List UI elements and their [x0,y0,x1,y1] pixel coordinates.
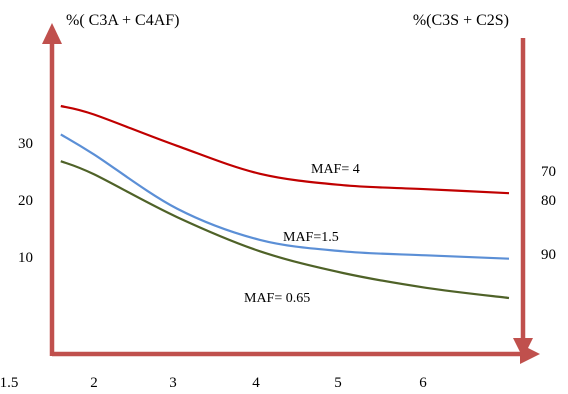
x-tick-label: 2 [90,375,98,391]
series-layer [60,104,510,300]
series-label: MAF=1.5 [283,230,339,245]
x-tick-label: 3 [169,375,177,391]
x-tick-label: 1.5 [0,375,18,391]
x-tick-label: 5 [334,375,342,391]
series-line-2 [60,133,510,260]
right-axis-title: %(C3S + C2S) [413,12,509,29]
series-line-3 [60,160,510,300]
x-tick-label: 4 [252,375,260,391]
series-labels: MAF= 4 MAF=1.5 MAF= 0.65 [244,162,360,306]
chart-axes [42,23,540,364]
series-label: MAF= 4 [311,162,360,177]
right-tick-labels: 70 80 90 [541,164,556,263]
left-tick-label: 30 [18,136,33,152]
left-tick-label: 20 [18,193,33,209]
right-tick-label: 70 [541,164,556,180]
left-axis-title: %( C3A + C4AF) [66,12,179,29]
series-label: MAF= 0.65 [244,291,310,306]
left-axis-arrowhead [42,23,62,44]
right-tick-label: 90 [541,247,556,263]
right-tick-label: 80 [541,193,556,209]
left-tick-label: 10 [18,250,33,266]
x-axis-arrowhead [520,344,540,364]
x-tick-label: 6 [419,375,427,391]
left-tick-labels: 30 20 10 [18,136,33,266]
x-tick-labels: 1.5 2 3 4 5 6 [0,375,427,391]
series-line-1 [60,104,510,195]
